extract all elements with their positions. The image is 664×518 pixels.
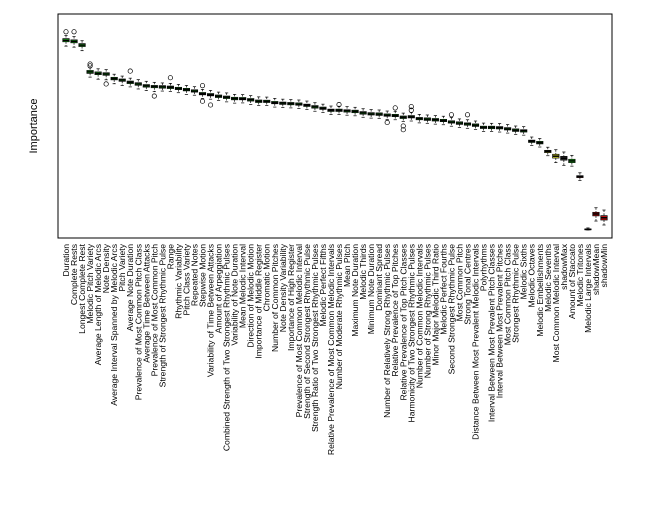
outlier-point [392,105,398,111]
x-tick-label: Importance of High Register [286,244,296,351]
x-tick-label: Duration [61,244,71,277]
outlier-point [151,93,157,99]
x-tick-label: Interval Between Most Prevalent Pitch Cl… [487,244,497,422]
x-tick-label: shadowMin [599,244,609,288]
x-tick-label: Most Common Melodic Interval [551,244,561,363]
x-tick-label: Second Strongest Rhythmic Pulse [446,244,456,375]
outlier-point [384,119,390,126]
x-tick-label: Average Time Between Attacks [141,244,151,363]
x-tick-label: Number of Strong Rhythmic Pulses [422,244,432,378]
x-tick-label: shadowMean [591,244,601,295]
outlier-point [400,127,406,133]
x-tick-label: Note Density Variability [278,243,288,332]
x-tick-label: Variability of Time Between Attacks [206,244,216,377]
x-tick-label: Dominant Spread [374,244,384,311]
x-tick-label: Harmonicity of Two Strongest Rhythmic Pu… [406,244,416,422]
x-tick-label: Relative Prevalence of Top Pitch Classes [398,244,408,401]
outlier-point [408,104,414,110]
outlier-point [199,83,206,89]
x-tick-label: Relative Prevalence of Most Common Melod… [326,244,336,455]
x-tick-label: Melodic Sevenths [543,244,553,312]
x-tick-label: Minimum Note Duration [366,244,376,334]
outlier-point [400,123,406,129]
x-tick-label: Number of Common Melodic Intervals [414,244,424,388]
x-tick-label: Average Interval Spanned by Melodic Arcs [109,244,119,406]
x-tick-label: Amount of Staccato [567,244,577,319]
x-tick-label: Repeated Notes [189,244,199,306]
x-tick-label: Number of Relatively Strong Rhythmic Pul… [382,244,392,418]
x-tick-label: Longest Complete Rest [77,243,87,333]
outlier-point [408,107,414,113]
x-tick-label: Maximum Note Duration [350,244,360,337]
outlier-point [199,98,206,104]
outlier-point [464,112,471,118]
x-tick-label: Average Length of Melodic Arcs [93,244,103,365]
x-tick-label: Interval Between Most Prevalent Pitches [495,244,505,398]
plot-frame [57,13,613,239]
outlier-point [127,68,133,74]
x-tick-label: Strength of Strongest Rhythmic Pulse [157,244,167,388]
x-tick-label: Melodic Octaves [527,244,537,308]
x-tick-label: Distance Between Most Prevalent Melodic … [471,244,481,440]
x-tick-label: Polyrhythms [479,244,489,291]
x-tick-label: Melodic Sixths [519,244,529,299]
x-tick-label: Prevalence of Most Common Pitch [149,244,159,377]
x-tick-label: Pitch Variety [117,243,127,291]
outlier-point [87,63,93,69]
x-tick-label: Melodic Thirds [358,244,368,300]
box-group [62,29,608,231]
x-tick-label: Relative Prevalence of Top Pitches [390,244,400,377]
outlier-point [63,29,69,35]
x-tick-label: Prevalence of Most Common Pitch Class [133,244,143,400]
x-tick-label: Melodic Perfect Fourths [438,244,448,335]
x-tick-label: Melodic Embellishments [535,244,545,337]
x-tick-label: Strength of Second Strongest Rhythmic Pu… [302,244,312,419]
x-tick-label: Average Note Duration [125,244,135,331]
outlier-point [103,81,109,87]
x-tick-label: Strength Ratio of Two Strongest Rhythmic… [310,244,320,432]
x-tick-label: Melodic Perfect Fifths [318,244,328,327]
x-tick-label: Note Density [101,243,111,293]
x-tick-label: Importance of Middle Register [254,244,264,359]
outlier-point [207,102,214,108]
x-tick-label: Prevalence of Most Common Melodic Interv… [294,244,304,417]
x-tick-label: Combined Strength of Two Strongest Rhyth… [222,244,232,451]
x-tick-label: Amount of Arpeggiation [214,244,224,334]
outlier-point [71,29,77,35]
y-axis-label: Importance [28,98,40,153]
x-tick-label: Most Common Pitch Class [503,244,513,345]
x-tick-label: Variability of Note Duration [230,244,240,346]
x-tick-label: Stepwise Motion [198,244,208,307]
x-tick-label: Minor Major Melodic Third Ratio [430,244,440,366]
x-tick-label: Mean Pitch [342,244,352,287]
x-tick-label: Range [165,244,175,270]
x-tick-label: Melodic Tritones [575,244,585,307]
x-tick-label: Number of Common Pitches [270,244,280,352]
x-tick-label: Pitch Class Variety [181,243,191,315]
outlier-point [448,112,454,118]
outlier-point [336,102,342,108]
x-tick-label: Complete Rests [69,244,79,305]
x-tick-label: Melodic Large Intervals [583,244,593,333]
x-tick-label: Chromatic Motion [262,244,272,312]
x-tick-label: Mean Melodic Interval [238,244,248,328]
x-tick-label: Number of Moderate Rhythmic Pulses [334,244,344,389]
x-tick-label: Strong Tonal Centres [462,244,472,325]
x-tick-label: Strongest Rhythmic Pulse [511,244,521,343]
x-tick-label: shadowMax [559,243,569,290]
x-tick-label: Direction of Melodic Motion [246,244,256,348]
x-tick-label: Rhythmic Variability [173,243,183,319]
outlier-point [167,75,173,81]
x-tick-label: Melodic Pitch Variety [85,243,95,323]
x-tick-label: Most Common Pitch [454,244,464,322]
outlier-point [87,61,93,67]
